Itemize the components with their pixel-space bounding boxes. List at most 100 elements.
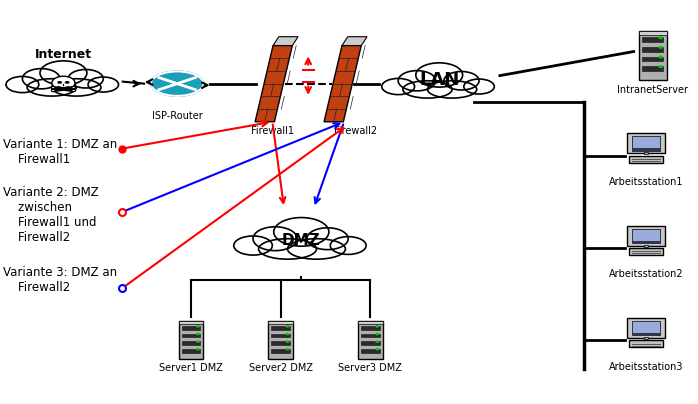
Ellipse shape (417, 63, 461, 86)
Text: Variante 2: DMZ
    zwischen
    Firewall1 und
    Firewall2: Variante 2: DMZ zwischen Firewall1 und F… (3, 186, 98, 244)
Bar (629, 248, 663, 255)
Bar (272, 341, 290, 345)
Text: Internet: Internet (35, 48, 92, 61)
Bar (639, 32, 667, 80)
Text: Variante 1: DMZ an
    Firewall1: Variante 1: DMZ an Firewall1 (3, 138, 117, 166)
Text: Arbeitsstation3: Arbeitsstation3 (609, 362, 683, 372)
Text: Server3 DMZ: Server3 DMZ (339, 363, 402, 373)
Circle shape (286, 341, 289, 342)
Ellipse shape (89, 77, 118, 92)
Bar (642, 66, 663, 71)
Circle shape (197, 349, 199, 350)
Text: Arbeitsstation2: Arbeitsstation2 (609, 269, 683, 280)
Bar (361, 326, 380, 330)
Ellipse shape (260, 239, 315, 259)
Bar (628, 133, 665, 153)
Text: Server2 DMZ: Server2 DMZ (248, 363, 313, 373)
Polygon shape (324, 46, 362, 122)
Bar (179, 321, 203, 360)
Polygon shape (342, 37, 367, 46)
Circle shape (52, 86, 55, 89)
Ellipse shape (444, 72, 479, 90)
Bar (629, 341, 663, 347)
Ellipse shape (416, 63, 463, 87)
Ellipse shape (383, 79, 414, 94)
Bar (272, 349, 290, 353)
Bar (272, 326, 290, 330)
Bar (272, 334, 290, 337)
Ellipse shape (40, 61, 87, 85)
Bar (644, 337, 648, 339)
Bar (361, 334, 380, 337)
Bar (358, 321, 383, 360)
Bar (179, 321, 203, 324)
Bar (642, 37, 663, 42)
Circle shape (197, 333, 199, 335)
Circle shape (659, 66, 662, 67)
Ellipse shape (307, 228, 348, 250)
Text: Firewall1: Firewall1 (251, 126, 294, 136)
Circle shape (72, 86, 75, 89)
Ellipse shape (41, 61, 86, 84)
Circle shape (52, 89, 55, 92)
Ellipse shape (427, 81, 477, 98)
Ellipse shape (23, 69, 59, 88)
Ellipse shape (22, 69, 60, 89)
Bar (628, 226, 665, 246)
Ellipse shape (463, 79, 494, 94)
Bar (632, 137, 660, 151)
Circle shape (659, 37, 662, 39)
Ellipse shape (445, 72, 478, 90)
Ellipse shape (399, 71, 435, 90)
Ellipse shape (330, 237, 366, 255)
Circle shape (286, 349, 289, 350)
Bar (632, 229, 660, 243)
Ellipse shape (275, 218, 328, 246)
Ellipse shape (69, 70, 103, 88)
Ellipse shape (288, 239, 346, 259)
Ellipse shape (234, 236, 272, 255)
Ellipse shape (464, 79, 493, 94)
Text: LAN: LAN (419, 71, 459, 88)
Bar (358, 321, 383, 324)
Bar (639, 32, 667, 35)
Ellipse shape (253, 227, 297, 250)
Circle shape (376, 333, 378, 335)
Bar (644, 244, 648, 246)
Ellipse shape (6, 76, 39, 93)
Ellipse shape (404, 81, 451, 98)
Ellipse shape (68, 69, 103, 88)
Circle shape (659, 56, 662, 58)
Text: ISP-Router: ISP-Router (152, 111, 202, 121)
Ellipse shape (53, 79, 100, 96)
Circle shape (286, 333, 289, 335)
Ellipse shape (289, 239, 344, 259)
Circle shape (286, 326, 289, 327)
Bar (632, 333, 660, 335)
Polygon shape (273, 37, 298, 46)
Circle shape (376, 326, 378, 327)
Text: Arbeitsstation1: Arbeitsstation1 (609, 177, 683, 187)
Ellipse shape (331, 237, 366, 254)
Bar (632, 148, 660, 151)
Ellipse shape (28, 79, 75, 96)
Ellipse shape (403, 81, 452, 98)
Ellipse shape (429, 81, 476, 98)
Ellipse shape (235, 236, 272, 255)
Ellipse shape (151, 82, 203, 90)
Bar (361, 341, 380, 345)
Circle shape (197, 326, 199, 327)
Ellipse shape (27, 79, 76, 96)
Circle shape (52, 76, 75, 90)
Ellipse shape (52, 79, 101, 96)
Bar (642, 47, 663, 52)
Circle shape (72, 89, 75, 92)
Bar (268, 321, 293, 360)
Text: Variante 3: DMZ an
    Firewall2: Variante 3: DMZ an Firewall2 (3, 266, 117, 294)
Ellipse shape (398, 71, 436, 91)
Ellipse shape (7, 77, 38, 92)
Circle shape (57, 81, 62, 84)
Bar (632, 321, 660, 335)
Circle shape (65, 81, 70, 84)
Bar (268, 321, 293, 324)
